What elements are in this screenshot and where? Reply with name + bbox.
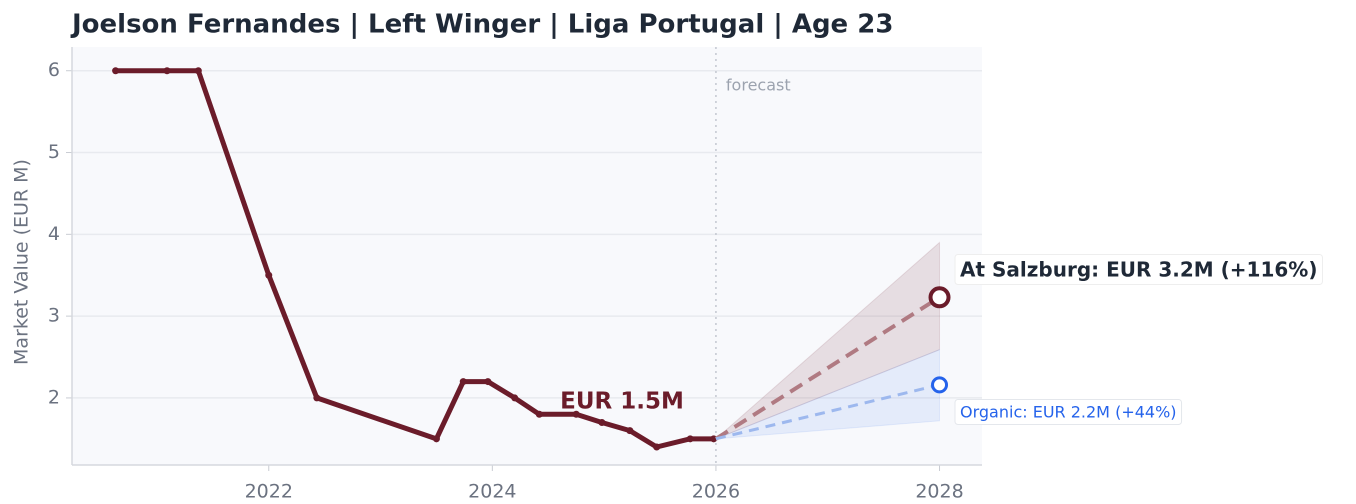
history-point — [194, 67, 202, 75]
forecast-line — [714, 295, 941, 441]
x-tick-label: 2024 — [468, 481, 516, 503]
x-tick-label: 2028 — [915, 481, 963, 503]
label-box — [954, 254, 1323, 285]
history-point — [163, 67, 171, 75]
x-tick-label: 2022 — [245, 481, 293, 503]
current-value-label: EUR 1.5M — [560, 389, 684, 415]
y-tick-label: 2 — [48, 386, 60, 408]
plot-area — [72, 47, 982, 465]
history-point — [112, 67, 120, 75]
chart-title: Joelson Fernandes | Left Winger | Liga P… — [70, 10, 893, 40]
forecast-line — [715, 383, 940, 441]
history-point — [598, 418, 606, 426]
history-line — [115, 68, 714, 450]
history-point — [686, 435, 694, 443]
forecast-endpoint — [928, 286, 951, 309]
y-tick-label: 6 — [48, 59, 60, 81]
forecast-endpoint — [931, 376, 949, 394]
history-point — [511, 394, 519, 402]
forecast-label: forecast — [726, 76, 791, 95]
history-point — [484, 378, 492, 386]
y-tick-label: 3 — [48, 305, 60, 327]
history-point — [265, 271, 273, 279]
history-point — [572, 410, 580, 418]
x-tick-label: 2026 — [692, 481, 740, 503]
label-box — [954, 399, 1183, 425]
history-point — [459, 378, 467, 386]
y-tick-label: 4 — [48, 223, 60, 245]
y-tick-label: 5 — [48, 141, 60, 163]
history-point — [653, 443, 661, 451]
forecast-value-label: Organic: EUR 2.2M (+44%) — [960, 403, 1177, 422]
history-point — [626, 427, 634, 435]
history-point — [535, 410, 543, 418]
history-point — [313, 394, 321, 402]
y-axis-label: Market Value (EUR M) — [11, 159, 33, 365]
history-point — [432, 435, 440, 443]
forecast-value-label: At Salzburg: EUR 3.2M (+116%) — [960, 258, 1317, 282]
